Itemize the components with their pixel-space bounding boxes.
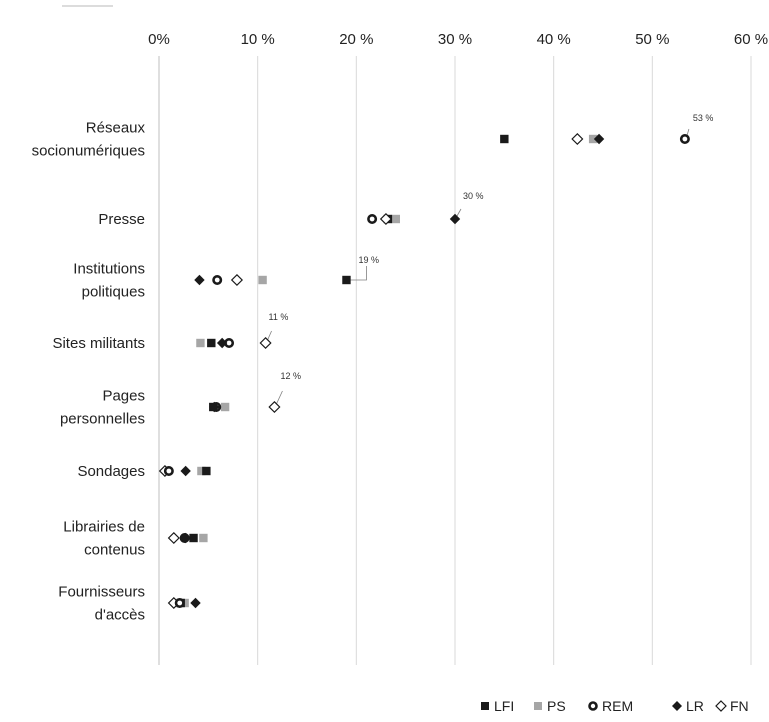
marker-rem <box>367 214 378 225</box>
category-label: Institutions <box>73 261 145 278</box>
marker-rem <box>174 597 185 608</box>
marker-ps <box>197 466 206 476</box>
marker-rem <box>163 465 174 476</box>
legend-marker-lfi <box>481 702 489 710</box>
marker-fn <box>268 400 281 414</box>
marker-lfi <box>500 134 509 144</box>
legend: LFI PS REM LR FN <box>481 698 749 714</box>
marker-ps <box>199 533 208 543</box>
category-label: Librairies de <box>63 519 145 536</box>
marker-lr <box>593 133 605 145</box>
x-axis-tick-labels: 0% 10 % 20 % 30 % 40 % 50 % 60 % <box>148 31 768 48</box>
marker-fn <box>379 212 392 226</box>
legend-marker-ps <box>534 702 542 710</box>
x-tick-label: 60 % <box>734 31 768 48</box>
marker-rem <box>679 134 690 145</box>
marker-ps <box>220 402 230 412</box>
annotation-leader <box>276 390 283 405</box>
annotation-leader <box>456 208 462 217</box>
category-label: Sondages <box>77 463 145 480</box>
annotation-leader <box>267 330 272 341</box>
category-label: contenus <box>84 542 145 559</box>
marker-lr <box>180 465 191 477</box>
annotation-label: 30 % <box>463 191 484 201</box>
category-label: Sites militants <box>52 335 145 352</box>
annotation-label: 53 % <box>693 113 714 123</box>
marker-fn <box>571 132 584 146</box>
category-label: personnelles <box>60 411 145 428</box>
marker-lr <box>449 213 461 225</box>
marker-lfi <box>189 533 198 543</box>
marker-fn <box>167 531 180 545</box>
category-label: politiques <box>82 284 145 301</box>
marker-ps <box>391 214 400 224</box>
x-tick-label: 10 % <box>241 31 275 48</box>
annotation-label: 12 % <box>280 371 301 381</box>
category-label: Pages <box>102 388 145 405</box>
legend-marker-rem <box>588 701 598 711</box>
legend-label: LFI <box>494 698 514 714</box>
category-label: Réseaux <box>86 120 146 137</box>
marker-fn <box>230 273 243 287</box>
marker-ps <box>196 338 205 348</box>
category-label: d'accès <box>95 607 145 624</box>
category-labels: Réseaux socionumériques Presse Institutions… <box>32 120 146 624</box>
marker-lr <box>190 597 201 609</box>
marker-lr <box>216 337 228 349</box>
marker-ps <box>588 134 598 144</box>
legend-label: LR <box>686 698 704 714</box>
annotation-leader <box>348 266 367 281</box>
marker-lfi <box>207 338 216 348</box>
legend-label: REM <box>602 698 633 714</box>
legend-label: FN <box>730 698 749 714</box>
gridlines <box>158 56 752 665</box>
x-tick-label: 0% <box>148 31 170 48</box>
category-label: Presse <box>98 211 145 228</box>
x-tick-label: 50 % <box>635 31 669 48</box>
marker-rem <box>212 274 223 285</box>
data-markers <box>158 132 690 610</box>
x-tick-label: 20 % <box>339 31 373 48</box>
marker-ps <box>258 275 267 285</box>
marker-lfi <box>342 275 351 285</box>
marker-fn <box>259 336 272 350</box>
category-label: socionumériques <box>32 143 145 160</box>
marker-lr <box>194 274 205 286</box>
x-tick-label: 40 % <box>537 31 571 48</box>
x-tick-label: 30 % <box>438 31 472 48</box>
marker-lr <box>180 532 191 544</box>
legend-marker-fn <box>715 700 727 712</box>
legend-label: PS <box>547 698 566 714</box>
legend-marker-lr <box>672 701 682 711</box>
annotations: 53 % 30 % 19 % 11 % 12 % <box>267 113 714 405</box>
marker-lr <box>209 401 220 413</box>
category-label: Fournisseurs <box>58 584 145 601</box>
annotation-label: 11 % <box>269 312 289 322</box>
annotation-label: 19 % <box>358 255 379 265</box>
marker-lfi <box>202 466 211 476</box>
